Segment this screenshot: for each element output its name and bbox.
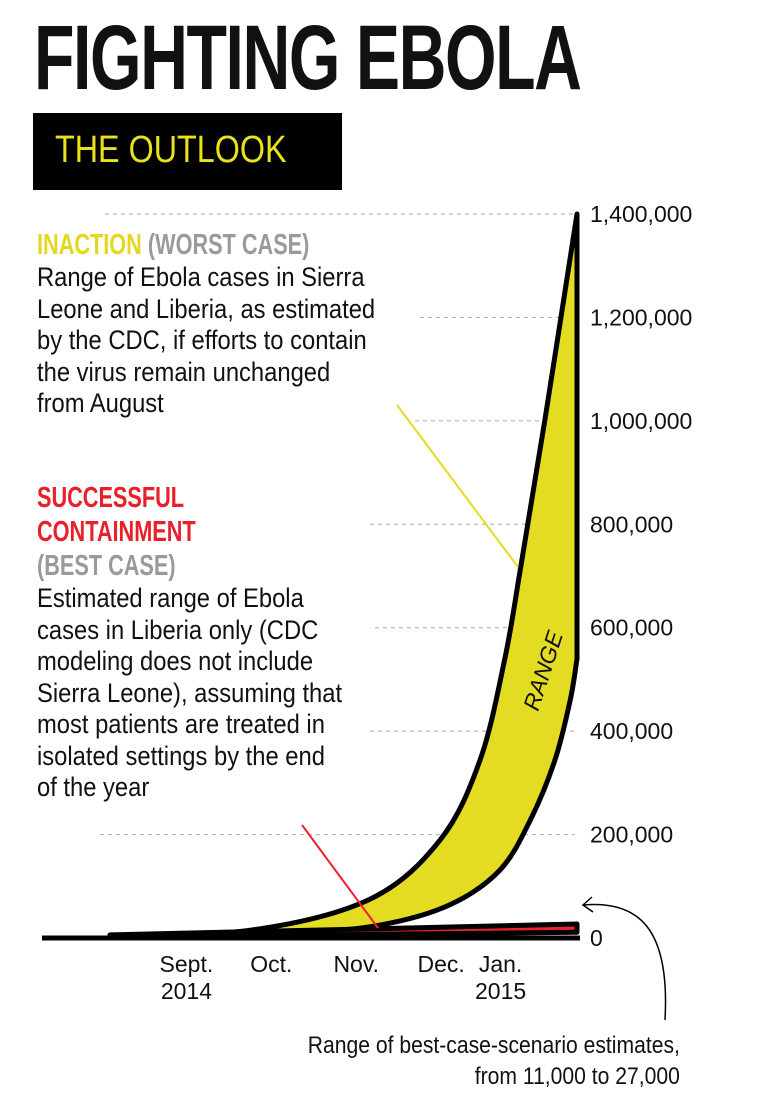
note-line: from 11,000 to 27,000 [474,1063,680,1090]
y-tick-label: 1,400,000 [590,201,692,227]
best-case-line: most patients are treated in [37,709,325,739]
worst-case-line: Leone and Liberia, as estimated [37,293,376,324]
y-tick-label: 0 [590,925,603,951]
best-case-range-note: Range of best-case-scenario estimates, f… [308,1030,680,1092]
x-tick-label: 2015 [475,978,526,1004]
worst-case-line: Range of Ebola cases in Sierra [37,262,365,292]
x-tick-label: Jan. [479,951,522,977]
best-case-line: Sierra Leone), assuming that [37,677,343,708]
y-tick-label: 1,200,000 [590,304,692,330]
worst-case-band [107,211,580,939]
worst-case-tag: (WORST CASE) [147,229,310,261]
worst-case-leader-line [396,404,519,568]
y-tick-label: 600,000 [590,615,673,641]
note-line: Range of best-case-scenario estimates, [307,1032,680,1059]
best-case-tag: (BEST CASE) [37,550,176,582]
x-tick-label: Nov. [333,951,379,977]
arrowhead-icon [581,896,594,913]
best-case-line: cases in Liberia only (CDC [37,614,319,645]
subtitle-box: THE OUTLOOK [33,113,342,190]
x-tick-label: Dec. [417,951,464,977]
worst-case-line: the virus remain unchanged [37,356,331,387]
worst-case-annotation: INACTION (WORST CASE) Range of Ebola cas… [37,228,375,420]
best-case-leader-line [301,824,379,929]
best-case-line: isolated settings by the end [37,740,325,771]
x-tick-label: Sept. [160,951,214,977]
best-case-heading: CONTAINMENT [37,516,196,548]
x-tick-label: 2014 [161,978,212,1004]
worst-case-line: by the CDC, if efforts to contain [37,325,367,355]
worst-case-line: from August [37,388,164,418]
y-tick-label: 200,000 [590,822,673,848]
page-title: FIGHTING EBOLA [34,7,582,109]
y-tick-label: 400,000 [590,718,673,744]
best-case-line: Estimated range of Ebola [37,583,304,613]
subtitle: THE OUTLOOK [55,129,287,171]
note-arrow [582,903,667,1021]
best-case-heading: SUCCESSFUL [37,482,185,514]
x-tick-label: Oct. [250,951,292,977]
best-case-line: modeling does not include [37,646,314,676]
y-tick-label: 800,000 [590,511,673,537]
best-case-line: of the year [37,772,150,802]
y-tick-label: 1,000,000 [590,408,692,434]
best-case-annotation: SUCCESSFUL CONTAINMENT (BEST CASE) Estim… [37,481,342,804]
worst-case-heading: INACTION [37,229,142,261]
